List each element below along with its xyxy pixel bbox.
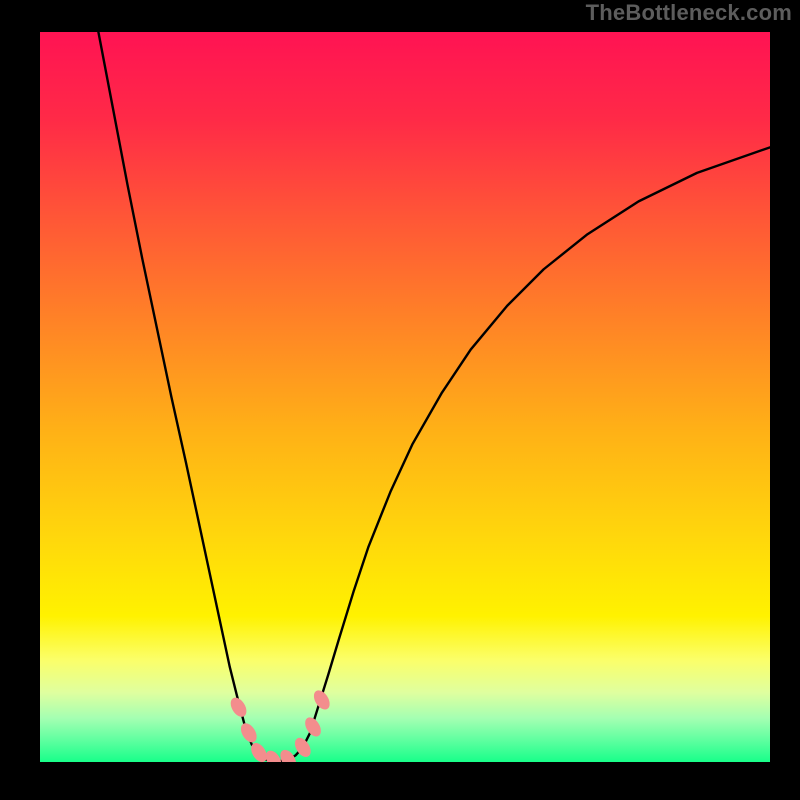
chart-container: TheBottleneck.com (0, 0, 800, 800)
gradient-background (40, 32, 770, 762)
watermark-text: TheBottleneck.com (586, 0, 792, 26)
plot-area (40, 32, 770, 762)
bottleneck-curve-chart (40, 32, 770, 762)
